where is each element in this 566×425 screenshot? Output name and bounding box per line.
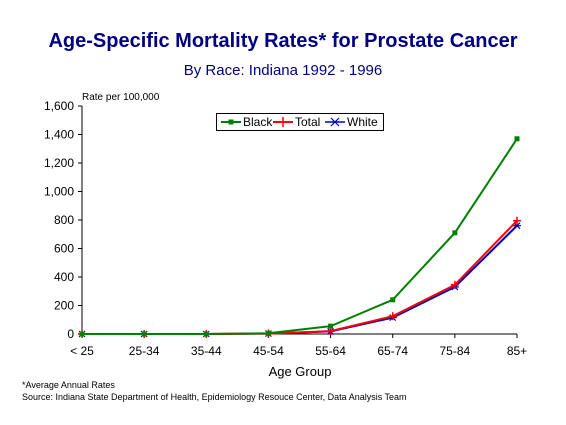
y-tick-label: 1,000 (44, 185, 74, 199)
y-tick-label: 0 (67, 327, 74, 341)
legend: Black Total White (216, 113, 384, 131)
y-axis-label: Rate per 100,000 (82, 92, 160, 103)
x-axis-label: Age Group (268, 364, 332, 379)
y-tick-label: 400 (54, 270, 74, 284)
series-line-total (82, 220, 518, 335)
y-tick-label: 1,200 (44, 156, 74, 170)
legend-item-black: Black (221, 114, 272, 130)
x-tick-label: 65-74 (377, 344, 408, 358)
chart-title: Age-Specific Mortality Rates* for Prosta… (48, 30, 518, 52)
x-tick-label: 85+ (507, 344, 527, 358)
x-tick-label: 45-54 (253, 344, 284, 358)
y-tick-label: 1,600 (44, 99, 74, 113)
x-tick-label: < 25 (70, 344, 94, 358)
legend-swatch-black (221, 119, 241, 125)
series-line-white (82, 224, 518, 335)
y-tick-label: 800 (54, 213, 74, 227)
y-tick-label: 1,400 (44, 128, 74, 142)
footnote-source: Source: Indiana State Department of Heal… (22, 392, 407, 402)
point-total (513, 216, 521, 225)
x-tick-label: 75-84 (440, 344, 471, 358)
legend-item-total: Total (273, 114, 320, 130)
x-tick-label: 25-34 (129, 344, 160, 358)
legend-label-black: Black (243, 115, 273, 129)
point-black (141, 331, 147, 337)
point-black (328, 323, 334, 329)
y-tick-label: 200 (54, 299, 74, 313)
point-total (388, 312, 397, 321)
point-total (450, 280, 459, 289)
legend-label-white: White (347, 115, 378, 129)
series-line-black (82, 138, 518, 335)
y-tick-label: 600 (54, 242, 74, 256)
x-tick-label: 55-64 (315, 344, 346, 358)
legend-swatch-white (325, 117, 345, 127)
point-black (452, 230, 458, 236)
point-black (203, 331, 209, 337)
chart-subtitle: By Race: Indiana 1992 - 1996 (183, 62, 383, 79)
point-black (514, 136, 520, 142)
legend-item-white: White (325, 114, 378, 130)
point-black (79, 331, 85, 337)
point-black (265, 330, 271, 336)
point-black (390, 297, 396, 303)
legend-label-total: Total (295, 115, 321, 129)
footnote-rates: *Average Annual Rates (22, 380, 115, 390)
legend-swatch-total (273, 117, 293, 127)
x-tick-label: 35-44 (191, 344, 222, 358)
